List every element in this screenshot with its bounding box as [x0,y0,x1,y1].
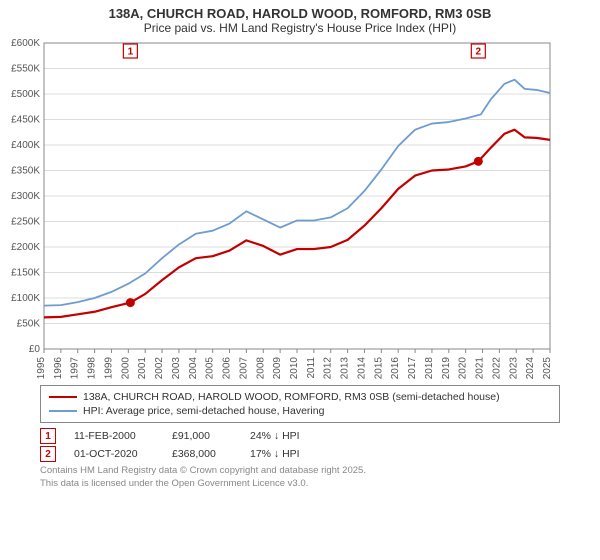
svg-text:£100K: £100K [11,293,40,304]
svg-text:2011: 2011 [306,357,317,379]
svg-text:£50K: £50K [17,319,41,330]
svg-text:2025: 2025 [542,357,553,379]
svg-text:£400K: £400K [11,140,40,151]
svg-text:2020: 2020 [458,357,469,379]
svg-text:1998: 1998 [87,357,98,379]
footer-line-1: Contains HM Land Registry data © Crown c… [40,465,560,476]
svg-text:£450K: £450K [11,115,40,126]
legend: 138A, CHURCH ROAD, HAROLD WOOD, ROMFORD,… [40,385,560,423]
legend-swatch [49,396,77,398]
svg-text:2021: 2021 [475,357,486,379]
svg-text:£600K: £600K [11,39,40,49]
svg-text:2008: 2008 [255,357,266,379]
sale-marker: 2 [40,446,56,462]
sale-row: 2 01-OCT-2020 £368,000 17% ↓ HPI [40,445,560,463]
svg-text:2003: 2003 [171,357,182,379]
svg-text:£0: £0 [29,344,41,355]
svg-text:2014: 2014 [356,357,367,379]
svg-text:2004: 2004 [188,357,199,379]
svg-text:£300K: £300K [11,191,40,202]
sale-marker: 1 [40,428,56,444]
svg-text:£550K: £550K [11,64,40,75]
sale-date: 11-FEB-2000 [74,430,154,442]
sale-date: 01-OCT-2020 [74,448,154,460]
svg-text:2012: 2012 [323,357,334,379]
sale-price: £91,000 [172,430,232,442]
svg-text:2007: 2007 [238,357,249,379]
sale-row: 1 11-FEB-2000 £91,000 24% ↓ HPI [40,427,560,445]
legend-swatch [49,410,77,412]
svg-text:2006: 2006 [222,357,233,379]
legend-row: 138A, CHURCH ROAD, HAROLD WOOD, ROMFORD,… [49,390,551,404]
svg-text:2005: 2005 [205,357,216,379]
svg-text:£250K: £250K [11,217,40,228]
svg-text:2022: 2022 [491,357,502,379]
footer-line-2: This data is licensed under the Open Gov… [40,478,560,489]
svg-text:£500K: £500K [11,89,40,100]
svg-text:2018: 2018 [424,357,435,379]
svg-text:2010: 2010 [289,357,300,379]
svg-text:2009: 2009 [272,357,283,379]
svg-text:2001: 2001 [137,357,148,379]
legend-row: HPI: Average price, semi-detached house,… [49,404,551,418]
svg-text:1995: 1995 [36,357,47,379]
sale-price: £368,000 [172,448,232,460]
svg-text:2016: 2016 [390,357,401,379]
svg-text:£200K: £200K [11,242,40,253]
svg-text:2024: 2024 [525,357,536,379]
legend-label: 138A, CHURCH ROAD, HAROLD WOOD, ROMFORD,… [83,391,500,403]
svg-text:1999: 1999 [103,357,114,379]
sales-table: 1 11-FEB-2000 £91,000 24% ↓ HPI 2 01-OCT-2020… [40,427,560,463]
chart-subtitle: Price paid vs. HM Land Registry's House … [0,21,600,39]
svg-text:1: 1 [128,47,134,58]
svg-text:2023: 2023 [508,357,519,379]
svg-text:2000: 2000 [120,357,131,379]
legend-label: HPI: Average price, semi-detached house,… [83,405,324,417]
svg-text:2019: 2019 [441,357,452,379]
svg-text:£350K: £350K [11,166,40,177]
svg-text:2015: 2015 [373,357,384,379]
sale-diff: 17% ↓ HPI [250,448,300,460]
svg-text:1996: 1996 [53,357,64,379]
svg-text:£150K: £150K [11,268,40,279]
svg-text:2002: 2002 [154,357,165,379]
svg-text:2: 2 [476,47,482,58]
line-chart: £0 £50K £100K £150K £200K £250K £300K £350K £400… [0,39,560,379]
svg-text:2013: 2013 [340,357,351,379]
svg-text:2017: 2017 [407,357,418,379]
svg-text:1997: 1997 [70,357,81,379]
chart-title: 138A, CHURCH ROAD, HAROLD WOOD, ROMFORD,… [0,0,600,21]
sale-diff: 24% ↓ HPI [250,430,300,442]
